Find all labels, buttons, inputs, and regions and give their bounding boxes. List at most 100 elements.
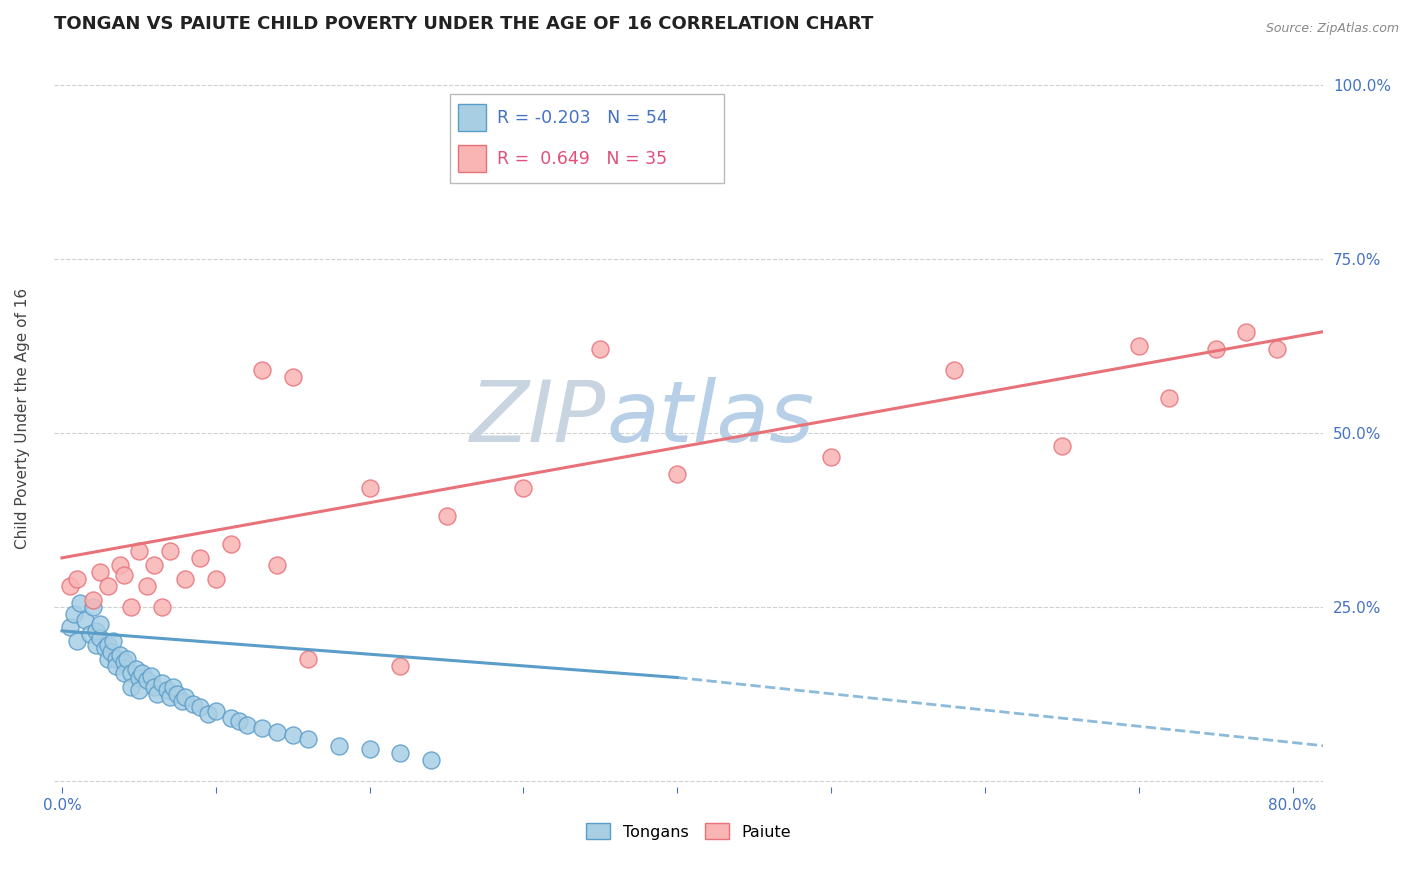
Point <box>84 624 107 638</box>
Point <box>174 690 197 704</box>
Point <box>820 450 842 464</box>
Point <box>112 568 135 582</box>
Text: Source: ZipAtlas.com: Source: ZipAtlas.com <box>1265 22 1399 36</box>
Point <box>100 645 122 659</box>
Point <box>110 648 132 663</box>
Point <box>666 467 689 482</box>
Point <box>204 572 226 586</box>
Point <box>228 714 250 729</box>
Point <box>89 565 111 579</box>
Point <box>266 558 288 572</box>
Point <box>159 690 181 704</box>
Point <box>512 481 534 495</box>
Point <box>131 665 153 680</box>
Point <box>120 680 142 694</box>
Point <box>97 579 120 593</box>
Point <box>389 658 412 673</box>
Point <box>235 718 257 732</box>
Point <box>84 638 107 652</box>
Point <box>266 724 288 739</box>
Point <box>128 671 150 685</box>
Point <box>297 652 319 666</box>
Point <box>297 731 319 746</box>
Point <box>135 673 157 687</box>
Point <box>281 728 304 742</box>
Point <box>94 641 117 656</box>
Point <box>104 652 127 666</box>
Point <box>181 697 204 711</box>
Point <box>174 572 197 586</box>
Point <box>359 481 381 495</box>
Legend: Tongans, Paiute: Tongans, Paiute <box>581 816 797 846</box>
Point <box>141 669 163 683</box>
Point <box>112 665 135 680</box>
Point <box>436 509 458 524</box>
Point <box>101 634 124 648</box>
Point <box>82 599 104 614</box>
Point <box>190 700 212 714</box>
Point <box>219 537 242 551</box>
Point <box>97 638 120 652</box>
Point <box>1050 440 1073 454</box>
Point <box>125 662 148 676</box>
Point <box>589 342 612 356</box>
Point <box>1234 325 1257 339</box>
Point <box>69 596 91 610</box>
Point <box>89 616 111 631</box>
Point <box>128 683 150 698</box>
Point <box>82 592 104 607</box>
Point <box>128 544 150 558</box>
Point <box>1205 342 1227 356</box>
Text: atlas: atlas <box>606 377 814 460</box>
Point <box>1159 391 1181 405</box>
Point <box>143 558 166 572</box>
Point <box>66 572 89 586</box>
Point <box>420 753 443 767</box>
Text: R =  0.649   N = 35: R = 0.649 N = 35 <box>496 150 666 168</box>
Point <box>328 739 350 753</box>
Point <box>190 550 212 565</box>
Point <box>150 676 173 690</box>
FancyBboxPatch shape <box>458 145 485 172</box>
Point <box>120 665 142 680</box>
Point <box>104 658 127 673</box>
Point <box>146 687 169 701</box>
Y-axis label: Child Poverty Under the Age of 16: Child Poverty Under the Age of 16 <box>15 288 30 549</box>
Point <box>89 631 111 645</box>
Point <box>135 579 157 593</box>
Point <box>59 620 82 634</box>
Point <box>159 544 181 558</box>
Point <box>389 746 412 760</box>
Point <box>155 683 177 698</box>
Point <box>197 707 219 722</box>
Point <box>79 627 101 641</box>
Point <box>204 704 226 718</box>
Point <box>143 680 166 694</box>
Point <box>150 599 173 614</box>
Text: R = -0.203   N = 54: R = -0.203 N = 54 <box>496 109 668 127</box>
Point <box>112 655 135 669</box>
Point <box>281 370 304 384</box>
Point <box>250 722 273 736</box>
FancyBboxPatch shape <box>458 104 485 131</box>
Point <box>110 558 132 572</box>
Point <box>250 363 273 377</box>
Point <box>59 579 82 593</box>
Point <box>75 614 97 628</box>
Point <box>97 652 120 666</box>
Point <box>120 599 142 614</box>
Point <box>170 693 193 707</box>
Point <box>359 742 381 756</box>
Point <box>66 634 89 648</box>
Point <box>63 607 86 621</box>
FancyBboxPatch shape <box>450 94 724 183</box>
Point <box>115 652 138 666</box>
Point <box>162 680 184 694</box>
Point <box>1265 342 1288 356</box>
Point <box>1128 338 1150 352</box>
Point <box>219 711 242 725</box>
Point <box>943 363 966 377</box>
Text: TONGAN VS PAIUTE CHILD POVERTY UNDER THE AGE OF 16 CORRELATION CHART: TONGAN VS PAIUTE CHILD POVERTY UNDER THE… <box>55 15 873 33</box>
Text: ZIP: ZIP <box>470 377 606 460</box>
Point <box>166 687 188 701</box>
